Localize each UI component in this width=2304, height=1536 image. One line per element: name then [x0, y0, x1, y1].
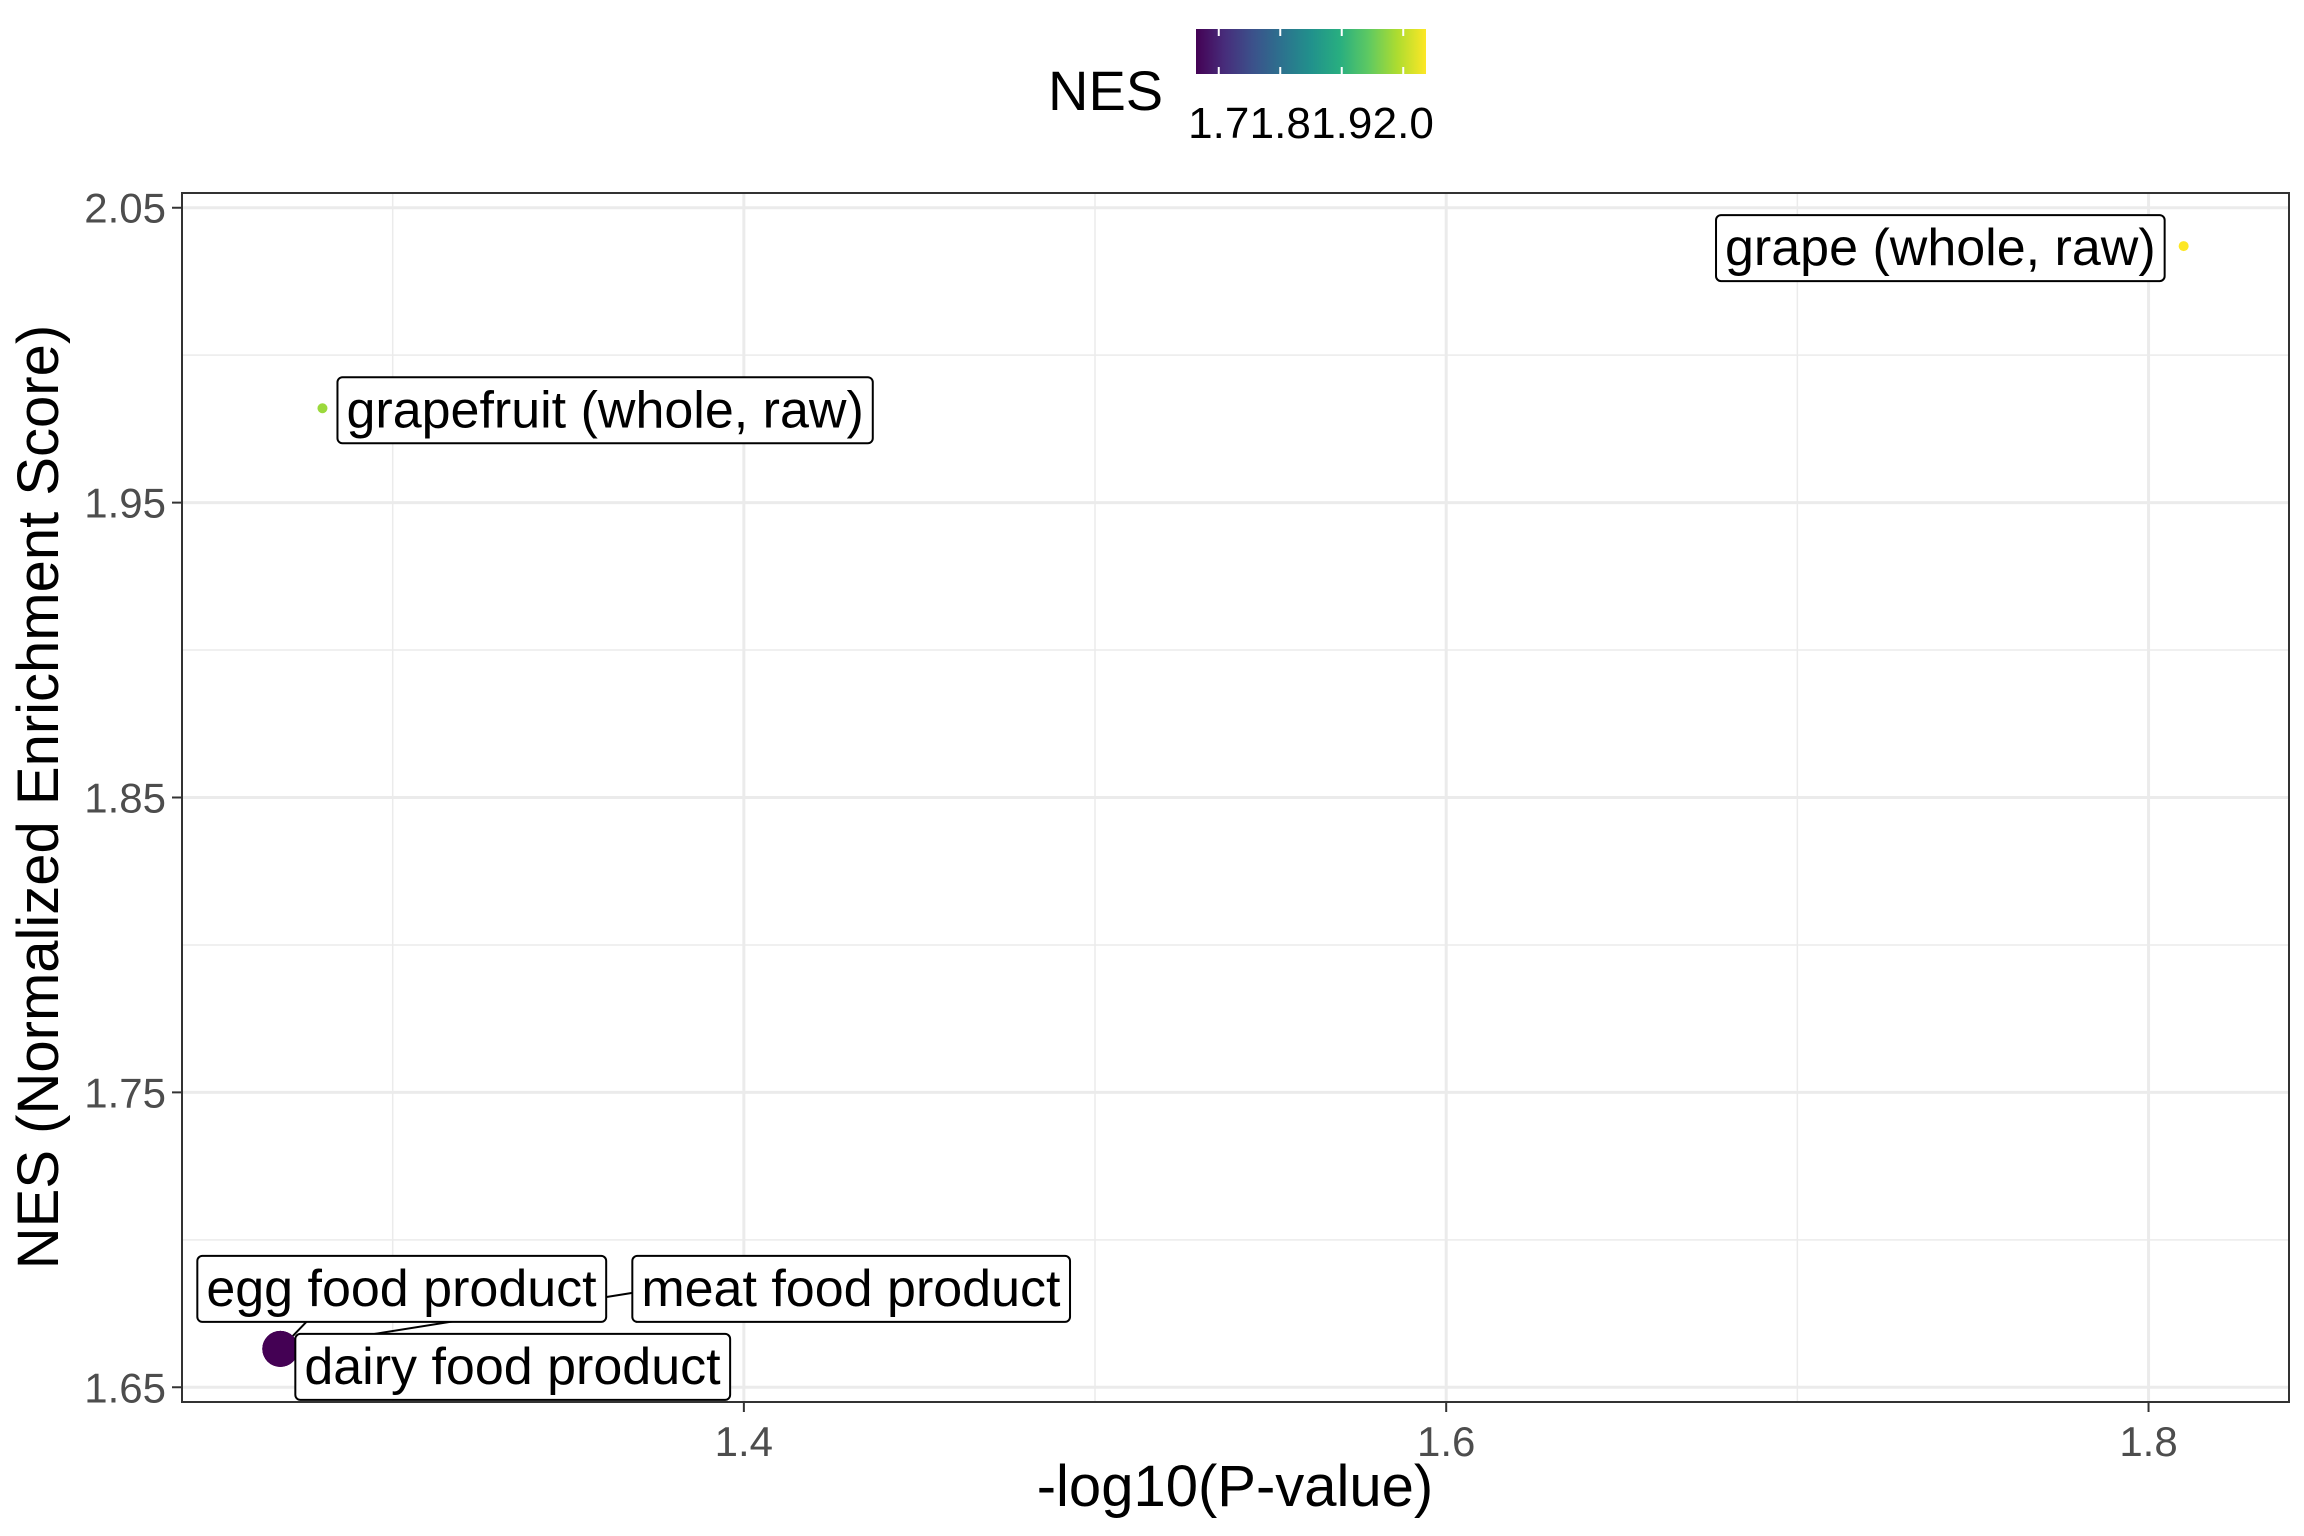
y-tick-label: 1.95	[84, 480, 166, 527]
x-axis-title: -log10(P-value)	[1037, 1454, 1434, 1519]
x-axis: 1.4 1.6 1.8	[715, 1402, 2178, 1465]
data-point	[2178, 241, 2189, 252]
y-tick-label: 1.75	[84, 1069, 166, 1116]
point-label-text: meat food product	[641, 1260, 1061, 1318]
x-tick-label: 1.4	[715, 1418, 773, 1465]
point-label-text: egg food product	[206, 1260, 597, 1318]
y-axis: 1.65 1.75 1.85 1.95 2.05	[84, 185, 182, 1411]
point-label-box	[196, 1254, 608, 1323]
data-point	[317, 403, 328, 414]
point-label-box	[294, 1332, 732, 1401]
legend-tick-label: 1.7	[1188, 99, 1249, 148]
legend-tick-label: 2.0	[1373, 99, 1434, 148]
point-label-box	[631, 1254, 1072, 1323]
point-label-box	[1715, 214, 2166, 283]
point-label-text: grape (whole, raw)	[1725, 219, 2156, 277]
plot-panel: grape (whole, raw) grapefruit (whole, raw…	[181, 192, 2290, 1403]
data-point	[262, 1330, 299, 1367]
x-tick-label: 1.8	[2119, 1418, 2177, 1465]
point-label-box	[336, 376, 874, 445]
point-labels: grape (whole, raw) grapefruit (whole, raw…	[196, 214, 2166, 1401]
y-axis-title: NES (Normalized Enrichment Score)	[6, 325, 71, 1269]
y-tick-label: 1.85	[84, 775, 166, 822]
point-label: egg food product	[196, 1254, 608, 1323]
legend-title: NES	[1048, 59, 1163, 122]
point-label-text: dairy food product	[304, 1338, 721, 1396]
point-label: grape (whole, raw)	[1715, 214, 2166, 283]
legend: NES 1.7 1.8 1.9 2.0	[1048, 29, 1434, 148]
data-points	[262, 241, 2189, 1367]
legend-tick-label: 1.8	[1250, 99, 1311, 148]
y-tick-label: 2.05	[84, 185, 166, 232]
x-tick-label: 1.6	[1417, 1418, 1475, 1465]
legend-tick-label: 1.9	[1311, 99, 1372, 148]
legend-ticks: 1.7 1.8 1.9 2.0	[1188, 29, 1434, 148]
legend-colorbar	[1196, 29, 1426, 74]
point-label: dairy food product	[294, 1332, 732, 1401]
point-label-text: grapefruit (whole, raw)	[346, 381, 863, 439]
point-label: meat food product	[631, 1254, 1072, 1323]
point-label: grapefruit (whole, raw)	[336, 376, 874, 445]
y-tick-label: 1.65	[84, 1364, 166, 1411]
